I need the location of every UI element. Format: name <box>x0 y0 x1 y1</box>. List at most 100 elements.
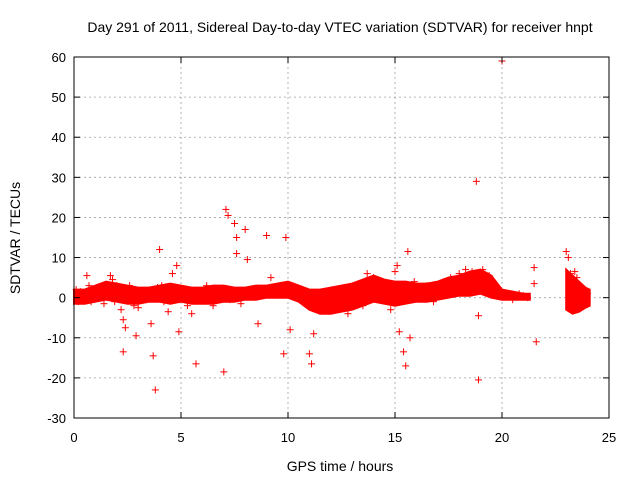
data-point <box>119 316 127 324</box>
data-point <box>111 298 119 306</box>
data-point <box>474 376 482 384</box>
data-point <box>254 320 262 328</box>
data-point <box>579 300 587 308</box>
data-point <box>532 338 540 346</box>
data-point <box>231 219 238 227</box>
y-tick-label: 30 <box>52 170 66 185</box>
data-point <box>267 274 275 282</box>
data-point <box>462 266 470 274</box>
x-tick-label: 20 <box>495 430 509 445</box>
data-point <box>502 292 510 300</box>
data-point <box>515 290 523 298</box>
data-point <box>224 211 232 219</box>
data-point <box>222 205 230 213</box>
data-point <box>106 272 114 280</box>
data-point <box>305 350 313 358</box>
data-point <box>524 294 532 302</box>
data-point <box>406 334 414 342</box>
data-point <box>243 256 251 264</box>
data-point <box>164 308 172 316</box>
data-point <box>391 268 399 276</box>
y-tick-label: 60 <box>52 50 66 65</box>
data-point <box>250 288 258 296</box>
data-point <box>468 268 476 276</box>
data-point <box>91 292 99 300</box>
data-point <box>348 286 356 294</box>
chart-title: Day 291 of 2011, Sidereal Day-to-day VTE… <box>87 19 592 35</box>
data-point <box>297 290 305 298</box>
data-point <box>494 288 502 296</box>
data-point <box>216 292 224 300</box>
data-point <box>282 234 290 241</box>
data-point <box>393 262 401 270</box>
data-point <box>509 296 517 304</box>
data-point <box>566 270 574 278</box>
y-tick-label: 40 <box>52 130 66 145</box>
data-point <box>434 288 442 296</box>
data-point <box>119 348 127 356</box>
data-point <box>286 326 294 334</box>
data-point <box>430 298 438 306</box>
data-point <box>126 282 134 290</box>
x-tick-label: 10 <box>281 430 295 445</box>
data-point <box>132 332 140 340</box>
data-point <box>575 290 583 298</box>
data-point <box>564 254 572 262</box>
x-tick-label: 15 <box>388 430 402 445</box>
data-point <box>474 312 482 320</box>
data-point <box>584 290 592 298</box>
data-point <box>440 278 448 286</box>
y-tick-label: 0 <box>59 291 66 306</box>
data-point <box>168 270 176 278</box>
data-point <box>209 302 217 310</box>
data-point <box>485 272 493 280</box>
data-point <box>530 264 538 272</box>
data-point <box>363 270 371 278</box>
x-tick-label: 0 <box>70 430 77 445</box>
data-point <box>81 290 89 298</box>
data-point <box>153 284 161 292</box>
data-point <box>258 286 266 294</box>
data-point <box>226 296 234 304</box>
data-points <box>72 57 592 394</box>
x-axis-label: GPS time / hours <box>287 458 394 474</box>
data-point <box>380 284 388 292</box>
data-point <box>447 274 455 282</box>
data-point <box>233 250 241 258</box>
plot-frame <box>73 56 610 419</box>
data-point <box>395 328 403 336</box>
data-point <box>203 282 211 290</box>
data-point <box>404 248 412 256</box>
data-point <box>241 225 249 233</box>
data-point <box>117 306 125 314</box>
data-point <box>290 284 298 292</box>
data-point <box>83 272 91 280</box>
data-point <box>89 286 97 294</box>
data-point <box>143 296 151 304</box>
data-point <box>308 360 316 368</box>
data-point <box>571 268 579 276</box>
data-point <box>85 282 93 290</box>
data-point <box>233 234 241 241</box>
data-point <box>87 298 95 306</box>
data-point <box>355 280 363 288</box>
data-point <box>79 296 87 304</box>
data-point <box>173 262 181 270</box>
data-point <box>410 278 418 286</box>
data-point <box>387 306 395 314</box>
data-point <box>417 286 425 294</box>
data-point <box>74 298 82 306</box>
data-point <box>344 310 352 318</box>
data-point <box>100 300 108 308</box>
data-point <box>134 304 142 312</box>
data-point <box>149 352 157 360</box>
data-point <box>479 266 487 274</box>
y-tick-label: 10 <box>52 251 66 266</box>
data-point <box>327 300 335 308</box>
data-point <box>177 290 185 298</box>
data-point <box>316 306 324 314</box>
y-tick-label: -20 <box>47 371 66 386</box>
